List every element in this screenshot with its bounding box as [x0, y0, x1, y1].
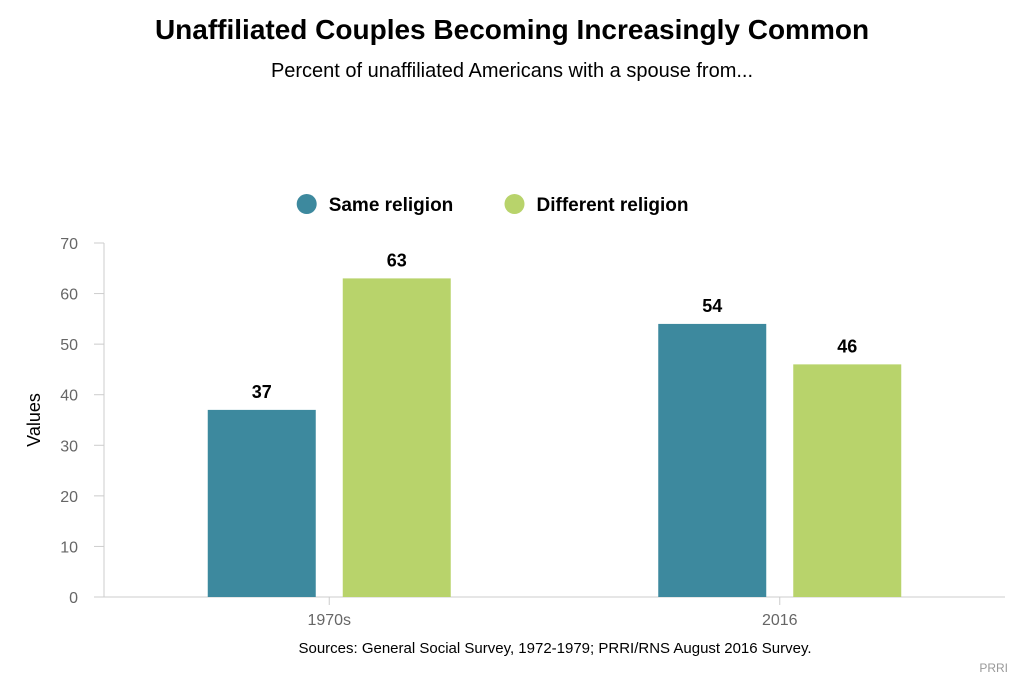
bar-different-religion: [793, 364, 902, 597]
legend-label: Same religion: [329, 195, 454, 216]
legend-swatch: [504, 194, 525, 214]
bar-same-religion: [207, 409, 316, 597]
x-tick-label: 2016: [762, 612, 798, 629]
y-tick-label: 10: [60, 539, 78, 556]
y-tick-label: 40: [60, 388, 78, 405]
data-label: 54: [702, 296, 722, 316]
credit-label: PRRI: [979, 661, 1008, 675]
y-tick-label: 50: [60, 337, 78, 354]
bar-different-religion: [342, 278, 451, 597]
y-axis-title: Values: [24, 393, 44, 447]
legend-swatch: [296, 194, 317, 214]
data-label: 63: [387, 250, 407, 270]
y-tick-label: 30: [60, 438, 78, 455]
y-tick-label: 60: [60, 287, 78, 304]
bar-same-religion: [658, 323, 767, 597]
x-tick-label: 1970s: [307, 612, 351, 629]
data-label: 46: [837, 336, 857, 356]
data-label: 37: [252, 382, 272, 402]
y-tick-label: 20: [60, 489, 78, 506]
chart-title: Unaffiliated Couples Becoming Increasing…: [154, 14, 870, 45]
y-tick-label: 70: [60, 236, 78, 253]
legend-label: Different religion: [537, 195, 689, 216]
y-tick-label: 0: [69, 590, 78, 607]
source-note: Sources: General Social Survey, 1972-197…: [298, 640, 812, 657]
chart-subtitle: Percent of unaffiliated Americans with a…: [270, 60, 754, 82]
